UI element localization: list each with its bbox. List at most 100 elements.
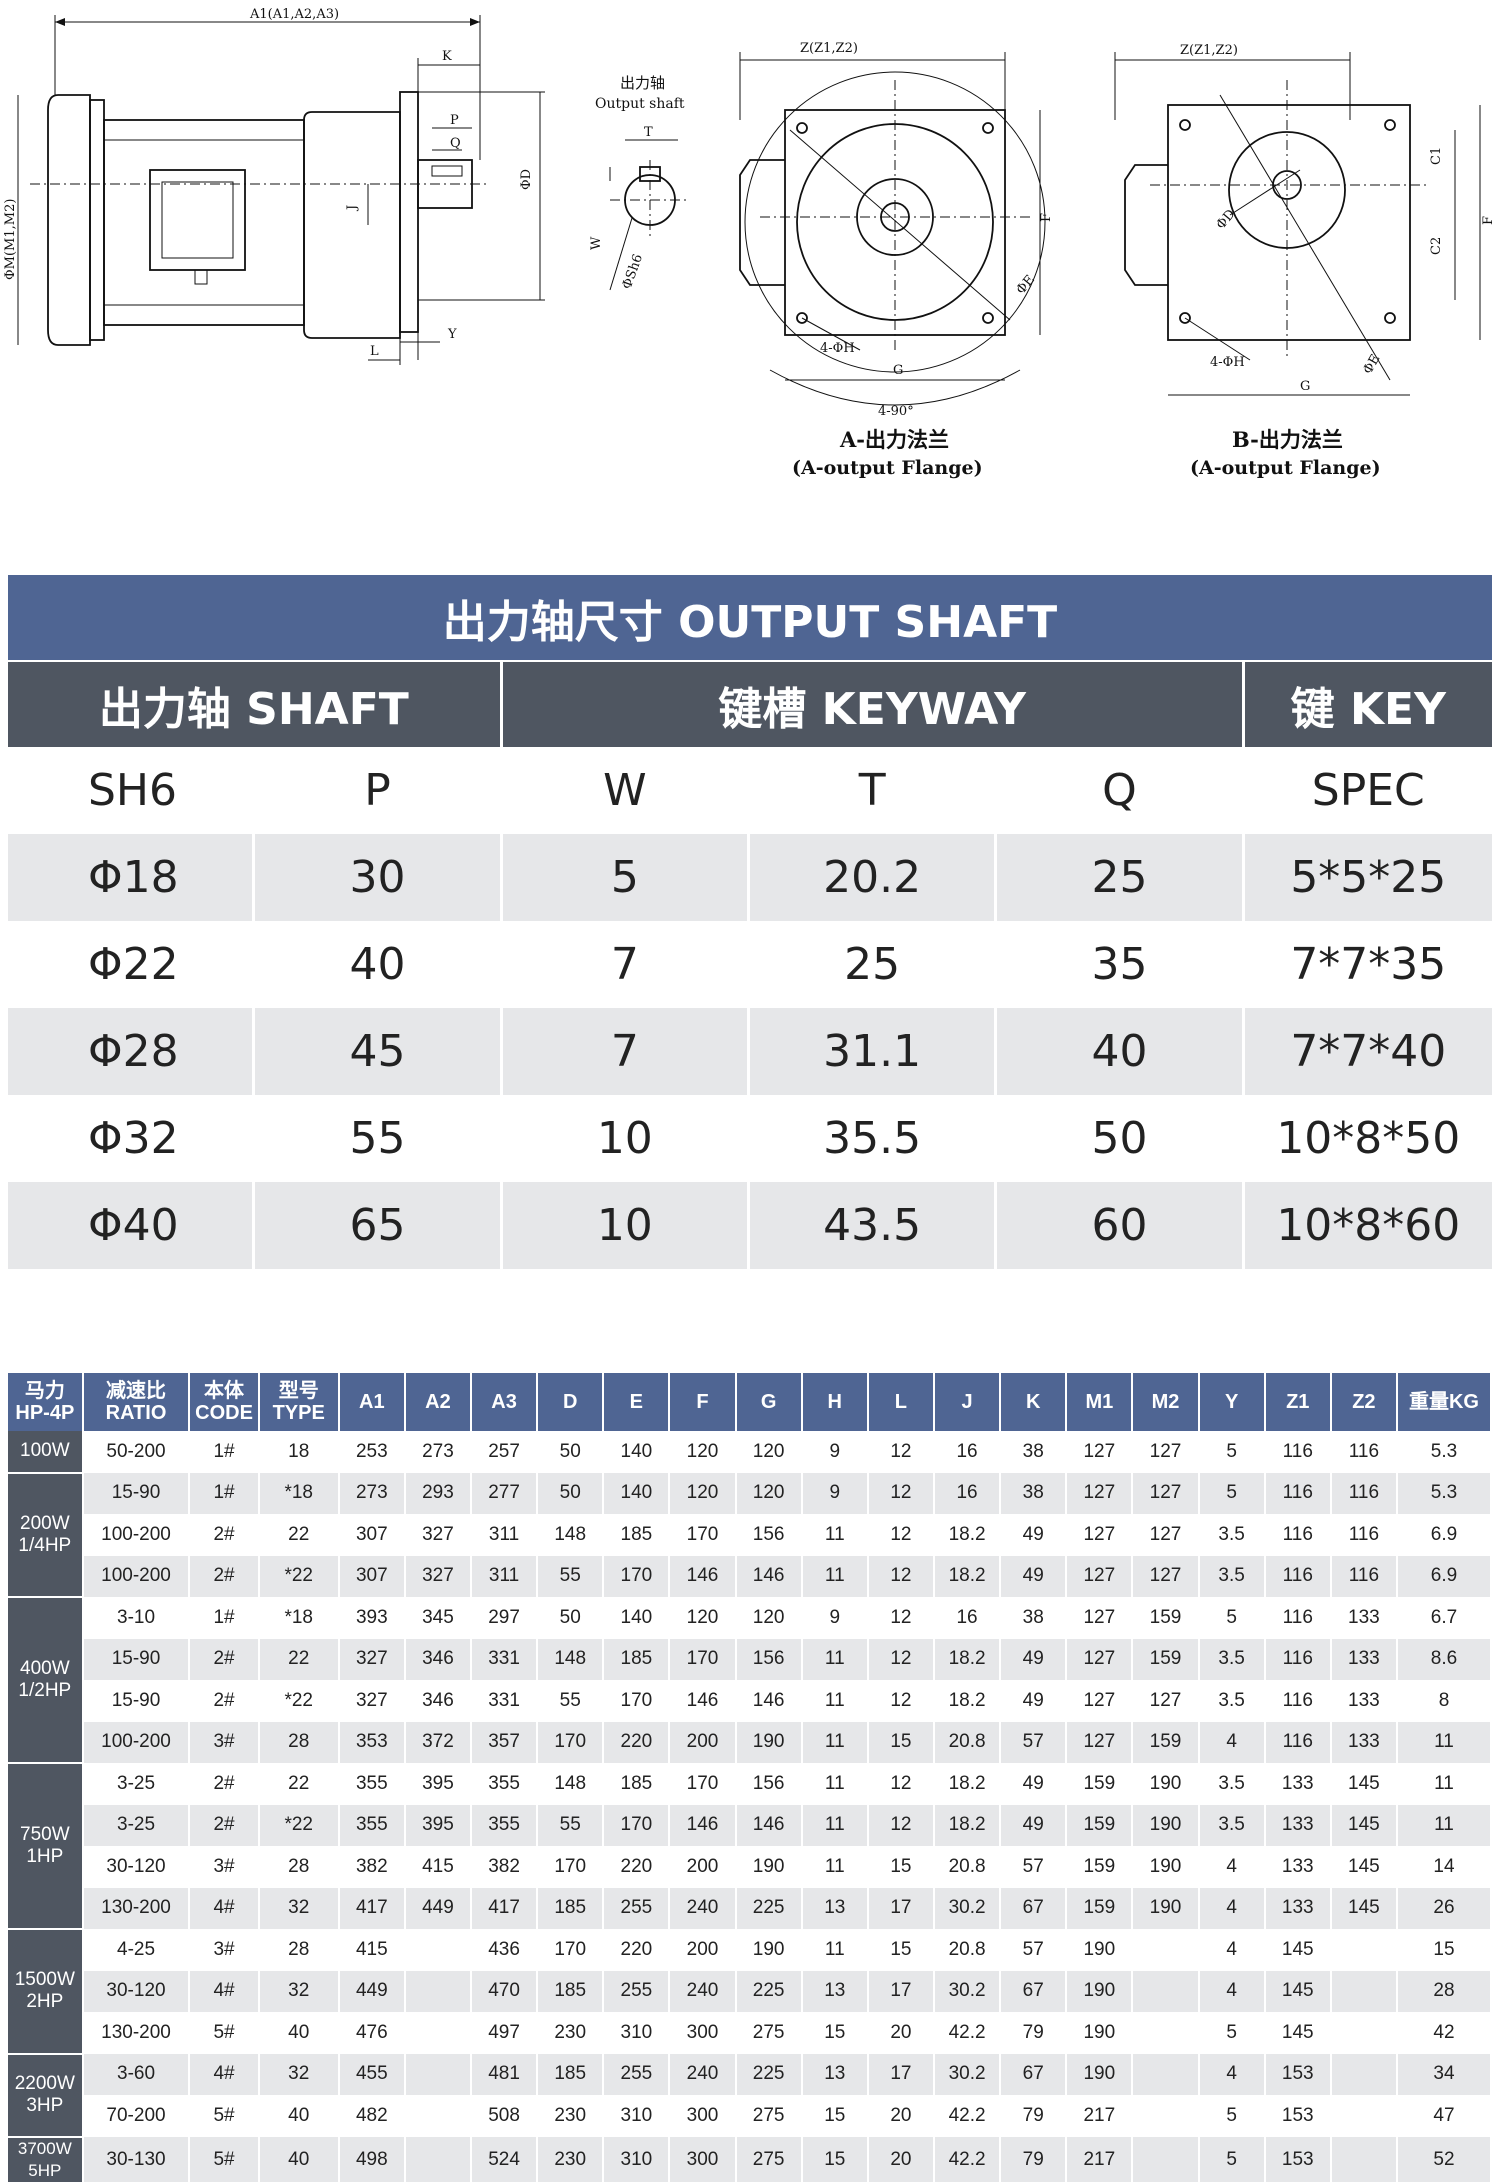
table-cell: 47 bbox=[1396, 2095, 1493, 2137]
table-cell: 25 bbox=[997, 834, 1245, 921]
table-cell: 4 bbox=[1198, 1721, 1266, 1764]
table-cell: 11 bbox=[801, 1638, 869, 1681]
table-cell: 355 bbox=[338, 1763, 406, 1805]
table-cell: 133 bbox=[1264, 1804, 1332, 1847]
table-cell: 3.5 bbox=[1198, 1804, 1266, 1847]
table-cell: 57 bbox=[1000, 1846, 1068, 1888]
flange-a-label-g: G bbox=[893, 363, 903, 378]
table-cell: 15 bbox=[867, 1846, 935, 1888]
table-cell: 30-120 bbox=[82, 1846, 191, 1888]
group-key: 键 KEY bbox=[1244, 662, 1492, 747]
column-header: Z1 bbox=[1264, 1373, 1332, 1431]
table-cell: 159 bbox=[1066, 1763, 1134, 1805]
table-cell: 49 bbox=[1000, 1763, 1068, 1805]
label-q: Q bbox=[450, 136, 461, 151]
column-header-line: 本体 bbox=[204, 1380, 245, 1402]
table-cell: 145 bbox=[1330, 1804, 1398, 1847]
power-group-label: 2HP bbox=[26, 1991, 64, 2013]
table-cell: 159 bbox=[1066, 1804, 1134, 1847]
table-cell: 49 bbox=[1000, 1680, 1068, 1722]
table-cell: 257 bbox=[471, 1431, 539, 1473]
table-cell: 225 bbox=[735, 1970, 803, 2013]
table-cell bbox=[1132, 2095, 1200, 2137]
power-group-cell: 100W bbox=[8, 1431, 84, 1474]
table-cell: 159 bbox=[1066, 1887, 1134, 1930]
table-cell: 28 bbox=[258, 1721, 340, 1764]
table-cell: 12 bbox=[867, 1763, 935, 1805]
table-cell: 22 bbox=[258, 1763, 340, 1805]
table-cell bbox=[404, 2012, 473, 2054]
column-header-line: 马力 bbox=[24, 1380, 65, 1402]
table-cell: 3-25 bbox=[82, 1804, 191, 1847]
table-cell: 449 bbox=[404, 1887, 473, 1930]
table-cell: 116 bbox=[1264, 1638, 1332, 1681]
table-cell: 11 bbox=[801, 1721, 869, 1764]
table-cell: 170 bbox=[669, 1514, 737, 1556]
table-cell: 52 bbox=[1396, 2136, 1493, 2183]
column-header: 型号 TYPE bbox=[258, 1373, 340, 1431]
table-cell: 146 bbox=[735, 1555, 803, 1598]
table-cell: 148 bbox=[537, 1638, 605, 1681]
table-cell: 156 bbox=[735, 1638, 803, 1681]
table-cell: 200 bbox=[669, 1846, 737, 1888]
table-cell: 22 bbox=[258, 1638, 340, 1681]
table-cell: 32 bbox=[258, 2053, 340, 2096]
table-cell: 12 bbox=[867, 1472, 935, 1515]
table-row: 400W 1/2HP 3-10 1# *18 393 345 297 50 140 120 120 9 1… bbox=[8, 1597, 1493, 1764]
table-cell: 145 bbox=[1264, 2012, 1332, 2054]
table-cell: 3.5 bbox=[1198, 1514, 1266, 1556]
output-shaft-rows: Φ18 30 5 20.2 25 5*5*25 Φ22 40 7 25 35 7*7*35 Φ28 45 7… bbox=[8, 834, 1492, 1269]
table-cell: 145 bbox=[1264, 1970, 1332, 2013]
table-cell: 220 bbox=[603, 1929, 671, 1971]
power-group-cell: 200W 1/4HP bbox=[8, 1472, 84, 1598]
table-cell: 11 bbox=[801, 1555, 869, 1598]
table-cell: 357 bbox=[471, 1721, 539, 1764]
col-p: P bbox=[255, 747, 503, 834]
table-cell: 275 bbox=[735, 2012, 803, 2054]
table-cell: 15-90 bbox=[82, 1680, 191, 1722]
table-cell: 49 bbox=[1000, 1638, 1068, 1681]
table-cell: 6.9 bbox=[1396, 1514, 1493, 1556]
table-cell: 185 bbox=[603, 1763, 671, 1805]
table-cell: 5.3 bbox=[1396, 1431, 1493, 1473]
label-t: T bbox=[644, 125, 653, 140]
table-cell: 18 bbox=[258, 1431, 340, 1473]
col-t: T bbox=[750, 747, 998, 834]
table-cell: 190 bbox=[1066, 1970, 1134, 2013]
shaft-section-title-en: Output shaft bbox=[595, 96, 685, 112]
table-cell: 346 bbox=[404, 1680, 473, 1722]
table-cell: 327 bbox=[404, 1555, 473, 1598]
table-cell: 57 bbox=[1000, 1721, 1068, 1764]
table-cell: 9 bbox=[801, 1597, 869, 1639]
table-cell: 327 bbox=[338, 1680, 406, 1722]
table-cell: 133 bbox=[1330, 1680, 1398, 1722]
table-cell: 12 bbox=[867, 1597, 935, 1639]
label-a1: A1(A1,A2,A3) bbox=[249, 7, 339, 22]
power-group-label: 3HP bbox=[26, 2095, 64, 2116]
dimension-table: 马力 HP-4P 减速比 RATIO 本体 CODE 型号 TYPE A1 A2 A3 D E F G H L J… bbox=[8, 1373, 1493, 2184]
table-cell: 1# bbox=[189, 1431, 260, 1473]
table-cell: 55 bbox=[537, 1555, 605, 1598]
table-cell: 11 bbox=[801, 1763, 869, 1805]
table-cell bbox=[1330, 2136, 1398, 2183]
table-cell: 190 bbox=[1066, 1929, 1134, 1971]
table-cell: 230 bbox=[537, 2012, 605, 2054]
table-cell: 275 bbox=[735, 2136, 803, 2183]
table-cell: 9 bbox=[801, 1472, 869, 1515]
table-cell: 355 bbox=[471, 1804, 539, 1847]
table-cell: 49 bbox=[1000, 1555, 1068, 1598]
column-header: 减速比 RATIO bbox=[82, 1373, 191, 1431]
table-cell: 146 bbox=[669, 1555, 737, 1598]
table-cell: 40 bbox=[255, 921, 503, 1008]
column-header-line: CODE bbox=[195, 1402, 253, 1424]
table-cell: 225 bbox=[735, 1887, 803, 1930]
table-cell: 40 bbox=[997, 1008, 1245, 1095]
table-cell: 185 bbox=[603, 1514, 671, 1556]
table-cell: *22 bbox=[258, 1804, 340, 1847]
flange-b-label-c2: C2 bbox=[1429, 237, 1444, 255]
column-header: M1 bbox=[1066, 1373, 1134, 1431]
power-group-label: 1/2HP bbox=[18, 1680, 72, 1701]
table-cell: *22 bbox=[258, 1680, 340, 1722]
table-cell: 255 bbox=[603, 1970, 671, 2013]
table-cell: 31.1 bbox=[749, 1008, 998, 1095]
